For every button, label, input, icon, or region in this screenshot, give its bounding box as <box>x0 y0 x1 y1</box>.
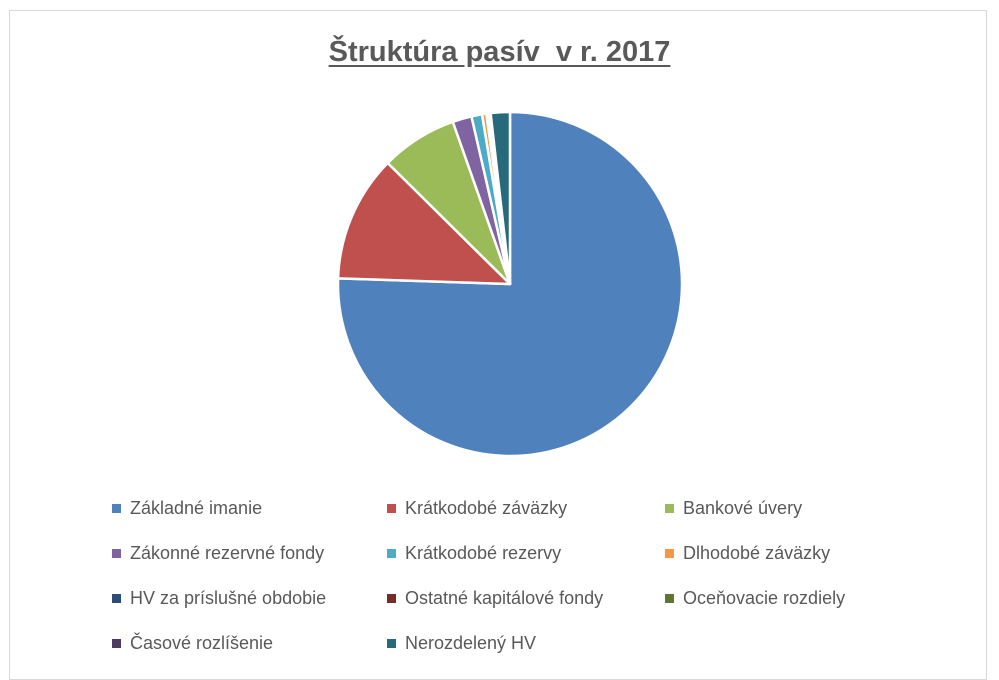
legend-item: Základné imanie <box>112 496 262 520</box>
legend-label: Ostatné kapitálové fondy <box>405 587 604 608</box>
legend-swatch <box>665 593 674 603</box>
legend-swatch <box>665 548 674 558</box>
legend-label: Oceňovacie rozdiely <box>683 587 846 608</box>
legend-swatch <box>387 593 396 603</box>
legend-item: Zákonné rezervné fondy <box>112 541 324 565</box>
legend-item: Bankové úvery <box>665 496 802 520</box>
legend-item: HV za príslušné obdobie <box>112 586 326 610</box>
legend-label: Nerozdelený HV <box>405 632 537 653</box>
legend-swatch <box>387 503 396 513</box>
legend-swatch <box>112 548 121 558</box>
pie-slice-2 <box>336 161 512 286</box>
pie-slice-11 <box>489 110 512 286</box>
legend-label: Zákonné rezervné fondy <box>130 542 325 563</box>
legend-swatch <box>112 593 121 603</box>
legend-label: HV za príslušné obdobie <box>130 587 327 608</box>
chart-title: Štruktúra pasív v r. 2017 <box>328 36 671 68</box>
legend-label: Základné imanie <box>130 497 263 518</box>
legend-item: Ostatné kapitálové fondy <box>387 586 603 610</box>
legend-swatch <box>387 638 396 648</box>
legend-item: Nerozdelený HV <box>387 631 536 655</box>
legend-label: Krátkodobé rezervy <box>405 542 562 563</box>
legend-swatch <box>665 503 674 513</box>
legend-item: Oceňovacie rozdiely <box>665 586 845 610</box>
legend-item: Krátkodobé rezervy <box>387 541 561 565</box>
legend-swatch <box>387 548 396 558</box>
legend-swatch <box>112 503 121 513</box>
legend-item: Časové rozlíšenie <box>112 631 273 655</box>
legend-label: Bankové úvery <box>683 497 803 518</box>
legend-label: Dlhodobé záväzky <box>683 542 831 563</box>
legend-label: Krátkodobé záväzky <box>405 497 568 518</box>
legend-swatch <box>112 638 121 648</box>
legend-item: Dlhodobé záväzky <box>665 541 830 565</box>
legend-item: Krátkodobé záväzky <box>387 496 567 520</box>
legend-label: Časové rozlíšenie <box>130 632 274 653</box>
